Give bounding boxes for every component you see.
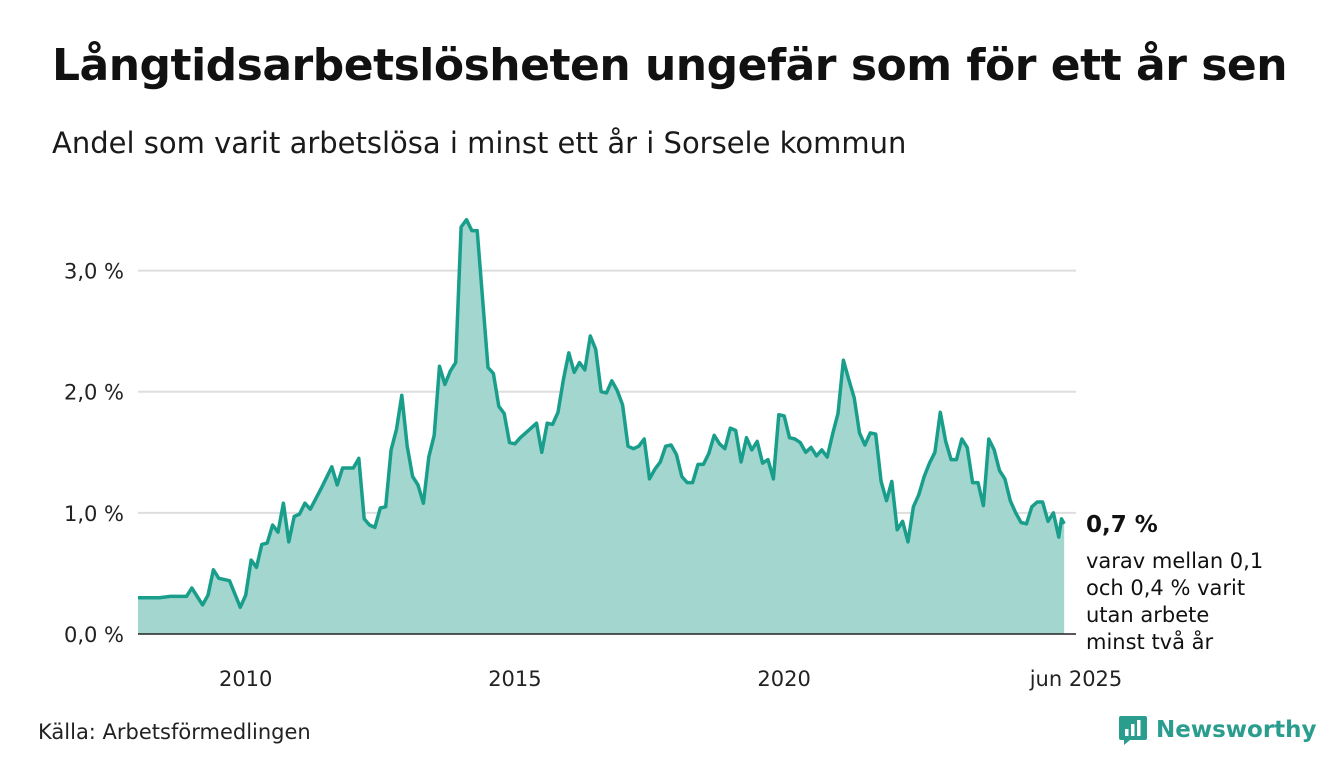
x-tick-label: 2010 <box>219 667 272 691</box>
chart-title: Långtidsarbetslösheten ungefär som för e… <box>52 40 1288 91</box>
axis-labels: 0,0 % 1,0 % 2,0 % 3,0 % 2010 2015 2020 jun 2025 <box>64 260 1122 691</box>
y-tick-label: 2,0 % <box>64 381 124 405</box>
y-tick-label: 0,0 % <box>64 623 124 647</box>
source-note: Källa: Arbetsförmedlingen <box>38 720 311 744</box>
x-tick-label: 2015 <box>488 667 541 691</box>
x-tick-label: 2020 <box>757 667 810 691</box>
long-term-line <box>138 217 1066 610</box>
y-tick-label: 1,0 % <box>64 502 124 526</box>
chart-subtitle: Andel som varit arbetslösa i minst ett å… <box>52 126 907 160</box>
newsworthy-logo-icon <box>1119 716 1147 745</box>
end-note-line: utan arbete <box>1086 603 1209 627</box>
x-tick-label: jun 2025 <box>1029 667 1123 691</box>
end-note-line: och 0,4 % varit <box>1086 576 1245 600</box>
series-areas <box>138 217 1076 635</box>
end-note-line: varav mellan 0,1 <box>1086 549 1263 573</box>
end-note-line: minst två år <box>1086 629 1214 654</box>
long-term-area <box>138 219 1065 634</box>
brand-logo[interactable]: Newsworthy <box>1118 714 1317 746</box>
end-annotation: 0,7 % varav mellan 0,1 och 0,4 % varit utan… <box>1086 512 1263 654</box>
y-tick-label: 3,0 % <box>64 260 124 284</box>
brand-name: Newsworthy <box>1156 717 1317 743</box>
end-value-label: 0,7 % <box>1086 512 1158 538</box>
